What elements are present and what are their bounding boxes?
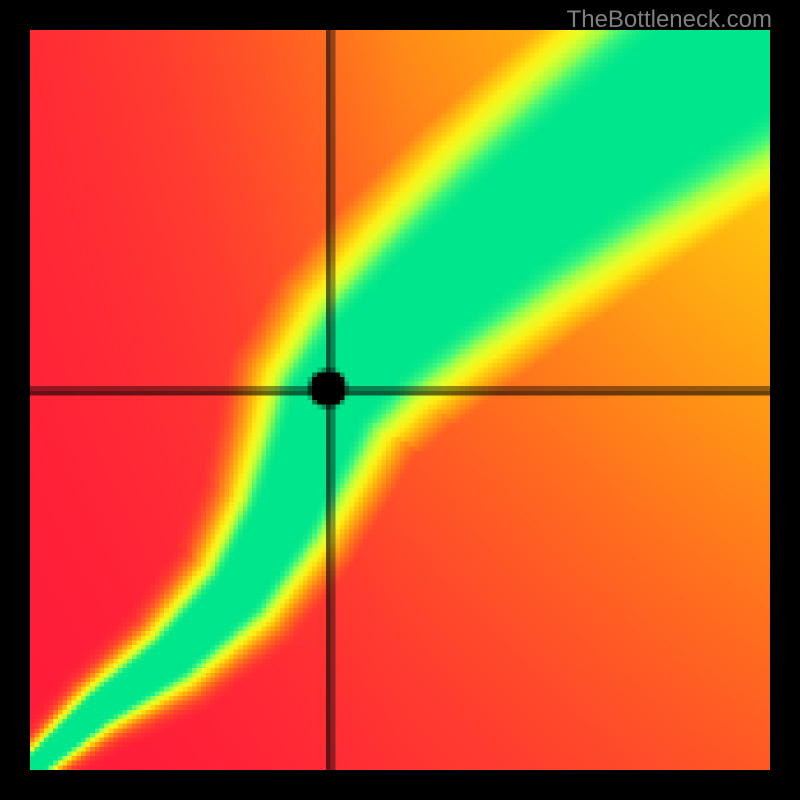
- bottleneck-heatmap: [30, 30, 770, 770]
- watermark-text: TheBottleneck.com: [567, 6, 772, 34]
- chart-container: TheBottleneck.com: [0, 0, 800, 800]
